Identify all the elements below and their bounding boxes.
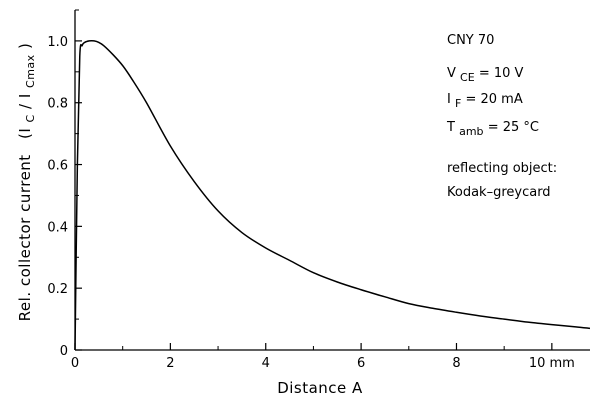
y-axis-title: Rel. collector current (I C / I Cmax ): [16, 43, 38, 322]
ticks: [74, 9, 553, 351]
annotation-if-sub: F: [455, 97, 461, 110]
x-tick-label: 4: [262, 356, 270, 371]
annotation-vce-sub: CE: [460, 71, 475, 84]
annotation-reflect-line1: reflecting object:: [447, 161, 557, 176]
annotation-if: I F = 20 mA: [447, 92, 523, 111]
annotation-tamb-sub: amb: [459, 125, 483, 138]
annotation-tamb: T amb = 25 °C: [446, 120, 539, 139]
annotation-vce-rest: = 10 V: [479, 66, 524, 81]
annotation-vce: V CE = 10 V: [447, 66, 524, 85]
x-tick-label: 8: [452, 356, 460, 371]
series-line: [74, 39, 590, 351]
annotation-reflect-line2: Kodak–greycard: [447, 185, 551, 200]
annotation-if-rest: = 20 mA: [465, 92, 522, 107]
annotation-device: CNY 70: [447, 33, 494, 48]
annotation-if-base: I: [447, 92, 451, 107]
y-axis-title-ratio-close: ): [16, 43, 34, 49]
y-tick-label: 0: [60, 344, 68, 359]
y-axis-title-ratio-open: (I: [16, 128, 34, 139]
x-tick-label: 2: [166, 356, 174, 371]
annotation-vce-base: V: [447, 66, 456, 81]
y-tick-label: 0.2: [47, 282, 68, 297]
x-tick-label: 10 mm: [529, 356, 575, 371]
x-tick-label: 0: [71, 356, 79, 371]
y-axis-title-main: Rel. collector current: [16, 154, 34, 321]
x-axis-title: Distance A: [277, 379, 363, 397]
y-axis-title-sub-cmax: Cmax: [24, 54, 37, 88]
y-tick-label: 0.8: [47, 97, 68, 112]
y-axis-title-slash: / I: [16, 93, 34, 109]
annotation-tamb-base: T: [446, 120, 455, 135]
tick-labels: 0 2 4 6 8 10 mm 0 0.2 0.4 0.6 0.8 1.0: [47, 35, 575, 371]
y-tick-label: 0.6: [47, 159, 68, 174]
y-tick-label: 1.0: [47, 35, 68, 50]
annotation-tamb-rest: = 25 °C: [488, 120, 539, 135]
x-tick-label: 6: [357, 356, 365, 371]
y-tick-label: 0.4: [47, 220, 68, 235]
y-axis-title-sub-c: C: [24, 114, 37, 122]
